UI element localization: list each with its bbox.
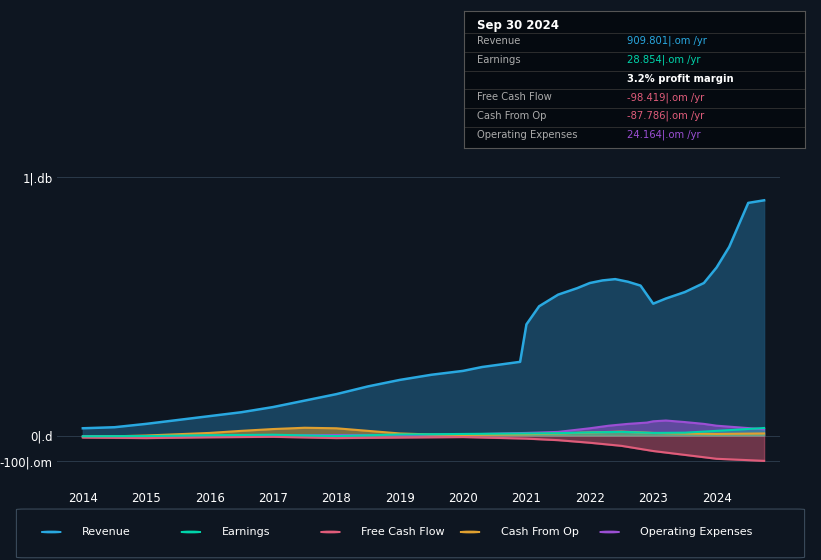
Circle shape	[600, 531, 620, 533]
Text: Revenue: Revenue	[82, 527, 131, 537]
Circle shape	[321, 531, 340, 533]
Circle shape	[461, 531, 479, 533]
Text: Earnings: Earnings	[222, 527, 270, 537]
Circle shape	[181, 531, 201, 533]
Text: Cash From Op: Cash From Op	[501, 527, 579, 537]
Text: Operating Expenses: Operating Expenses	[478, 130, 578, 140]
Text: Cash From Op: Cash From Op	[478, 111, 547, 121]
Text: Revenue: Revenue	[478, 36, 521, 46]
Text: Earnings: Earnings	[478, 55, 521, 65]
Text: 3.2% profit margin: 3.2% profit margin	[627, 73, 734, 83]
Text: -98.419|.om /yr: -98.419|.om /yr	[627, 92, 704, 102]
Text: Free Cash Flow: Free Cash Flow	[361, 527, 445, 537]
Text: Free Cash Flow: Free Cash Flow	[478, 92, 553, 102]
Circle shape	[41, 531, 62, 533]
Text: 909.801|.om /yr: 909.801|.om /yr	[627, 36, 707, 46]
Text: 28.854|.om /yr: 28.854|.om /yr	[627, 54, 701, 65]
Text: Operating Expenses: Operating Expenses	[640, 527, 753, 537]
Text: -87.786|.om /yr: -87.786|.om /yr	[627, 111, 704, 122]
Text: 24.164|.om /yr: 24.164|.om /yr	[627, 129, 701, 140]
Text: Sep 30 2024: Sep 30 2024	[478, 20, 559, 32]
